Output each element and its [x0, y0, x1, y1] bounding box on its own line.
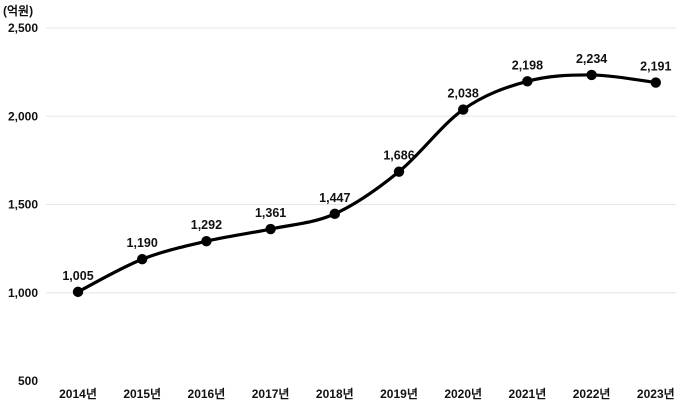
x-tick-label: 2022년 — [573, 387, 611, 401]
data-label: 1,361 — [255, 206, 286, 220]
data-point — [650, 77, 661, 88]
y-tick-label: 2,000 — [8, 109, 38, 123]
data-point — [201, 236, 212, 247]
x-tick-label: 2015년 — [123, 387, 161, 401]
data-point — [586, 69, 597, 81]
series-line — [76, 73, 658, 294]
y-tick-label: 1,000 — [8, 286, 38, 300]
data-label: 1,292 — [191, 218, 222, 232]
data-label: 2,038 — [448, 87, 479, 101]
x-tick-label: 2020년 — [444, 387, 482, 401]
data-label: 2,191 — [640, 60, 671, 74]
x-tick-label: 2019년 — [380, 387, 418, 401]
gridlines — [46, 27, 676, 294]
data-labels: 1,005 1,190 1,292 1,361 1,447 1,686 2,038 2,198… — [62, 52, 671, 283]
x-tick-label: 2017년 — [252, 387, 290, 401]
data-point — [522, 76, 533, 87]
data-label: 1,447 — [319, 191, 350, 205]
x-tick-label: 2016년 — [188, 387, 226, 401]
x-tick-label: 2018년 — [316, 387, 354, 401]
data-label: 1,005 — [62, 269, 93, 283]
x-tick-label: 2023년 — [637, 387, 675, 401]
x-axis-ticks: 2014년 2015년 2016년 2017년 2018년 2019년 2020년 2021년… — [59, 387, 675, 401]
data-point — [265, 223, 276, 235]
y-axis-ticks: 500 1,000 1,500 2,000 2,500 — [8, 21, 38, 388]
data-point — [72, 286, 84, 298]
data-point — [137, 254, 148, 265]
data-point — [458, 104, 469, 115]
data-points — [72, 69, 661, 298]
data-point — [393, 166, 405, 177]
data-point — [329, 208, 340, 220]
y-tick-label: 500 — [18, 374, 38, 388]
y-axis-unit-label: (억원) — [3, 4, 33, 18]
data-label: 1,686 — [383, 149, 414, 163]
data-label: 2,234 — [576, 52, 607, 66]
data-label: 1,190 — [127, 236, 158, 250]
data-label: 2,198 — [512, 58, 543, 72]
x-tick-label: 2021년 — [509, 387, 547, 401]
y-tick-label: 2,500 — [8, 21, 38, 35]
x-tick-label: 2014년 — [59, 387, 97, 401]
y-tick-label: 1,500 — [8, 198, 38, 212]
